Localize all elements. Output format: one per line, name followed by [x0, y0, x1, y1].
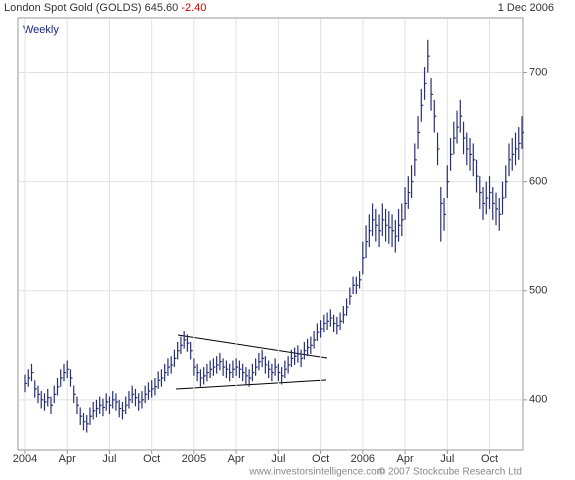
- x-tick-label: Jul: [271, 453, 285, 465]
- x-tick-label: Apr: [228, 453, 245, 465]
- x-tick-label: Oct: [481, 453, 498, 465]
- plot-frame: [17, 17, 524, 451]
- x-tick-label: Oct: [143, 453, 160, 465]
- y-tick-label: 700: [529, 66, 547, 78]
- trend-line: [175, 379, 327, 390]
- x-tick-label: Apr: [396, 453, 413, 465]
- chart-date: 1 Dec 2006: [498, 2, 554, 14]
- footer-copyright: © 2007 Stockcube Research Ltd: [378, 467, 522, 478]
- y-tick-label: 600: [529, 176, 547, 188]
- x-tick-label: Apr: [59, 453, 76, 465]
- x-tick-label: Jul: [102, 453, 116, 465]
- chart-title: London Spot Gold (GOLDS) 645.60: [4, 2, 178, 14]
- x-tick-label: 2006: [351, 453, 375, 465]
- y-tick-label: 400: [529, 394, 547, 406]
- x-tick-label: 2005: [182, 453, 206, 465]
- x-tick-label: 2004: [13, 453, 37, 465]
- price-change: -2.40: [181, 2, 206, 14]
- y-tick-label: 500: [529, 285, 547, 297]
- subtitle: Weekly: [23, 24, 59, 36]
- footer-url: www.investorsintelligence.com: [248, 467, 385, 478]
- x-tick-label: Oct: [312, 453, 329, 465]
- trend-line: [177, 334, 328, 359]
- x-tick-label: Jul: [440, 453, 454, 465]
